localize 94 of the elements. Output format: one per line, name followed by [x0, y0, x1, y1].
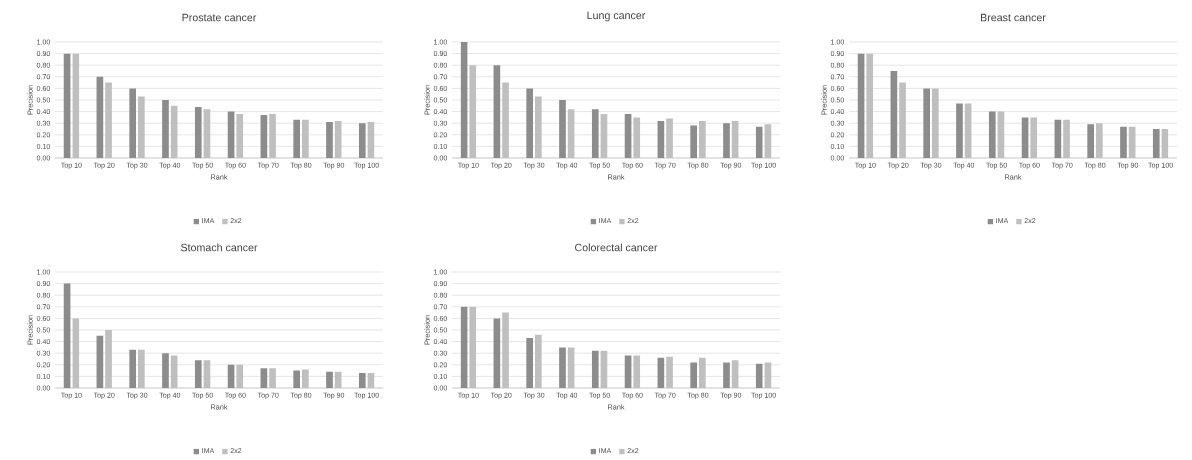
bar	[932, 88, 939, 158]
bar	[302, 119, 309, 158]
bar	[1063, 119, 1070, 158]
bar	[690, 125, 698, 158]
bar	[469, 306, 477, 388]
bar	[764, 362, 772, 388]
bar	[559, 99, 566, 158]
bar	[899, 82, 906, 158]
bar	[293, 370, 301, 388]
bar	[326, 371, 333, 388]
bar	[96, 76, 104, 158]
bar	[1120, 126, 1127, 158]
bar	[72, 318, 80, 388]
bar	[129, 88, 137, 158]
bar	[600, 113, 608, 158]
bar	[358, 372, 366, 388]
bar	[194, 359, 202, 388]
bar	[624, 113, 632, 158]
chart-title: Lung cancer	[587, 11, 646, 22]
bar	[138, 349, 145, 388]
bar	[138, 96, 145, 158]
bar	[666, 356, 673, 388]
bar	[866, 53, 874, 158]
bar	[96, 335, 104, 388]
bar	[591, 350, 599, 388]
bar	[723, 123, 730, 158]
bar	[657, 357, 665, 388]
bar	[526, 337, 534, 388]
bar	[690, 362, 698, 388]
chart-title: Stomach cancer	[180, 243, 258, 252]
bar	[72, 53, 80, 158]
bar	[559, 347, 566, 388]
bar	[162, 99, 169, 158]
chart-title: Colorectal cancer	[575, 243, 658, 252]
bar	[731, 359, 739, 388]
bar	[358, 123, 366, 158]
bar	[63, 53, 71, 158]
bar	[657, 120, 665, 158]
bar	[162, 353, 169, 388]
bar	[493, 318, 501, 388]
bar	[699, 120, 706, 158]
bar	[493, 65, 501, 158]
bar	[302, 369, 309, 388]
bar	[526, 88, 534, 158]
bar	[988, 111, 996, 158]
bar	[203, 359, 211, 388]
bar	[260, 114, 268, 158]
bar	[1161, 128, 1169, 158]
bar	[699, 357, 706, 388]
bar	[633, 117, 641, 158]
bar	[535, 334, 542, 388]
bar	[890, 70, 898, 158]
bar	[326, 121, 333, 158]
bar	[502, 82, 509, 158]
bar	[469, 65, 477, 158]
bar	[591, 109, 599, 158]
bar	[567, 347, 575, 388]
bar	[367, 121, 375, 158]
bar	[923, 88, 930, 158]
bar	[764, 124, 772, 158]
bar	[567, 109, 575, 158]
bar	[236, 113, 244, 158]
bar	[1030, 117, 1038, 158]
bar	[956, 103, 963, 158]
bar	[460, 306, 468, 388]
bar	[129, 349, 137, 388]
bar	[269, 113, 276, 158]
bar	[293, 119, 301, 158]
bar	[203, 109, 211, 158]
bar	[260, 368, 268, 388]
bar	[600, 350, 608, 388]
bar	[170, 105, 178, 158]
bar	[666, 118, 673, 158]
chart-title: Prostate cancer	[182, 13, 257, 22]
bar	[105, 329, 112, 388]
bar	[502, 312, 509, 388]
bar	[633, 355, 641, 388]
bar	[63, 283, 71, 388]
bar	[723, 362, 730, 388]
bar	[105, 82, 112, 158]
bar	[194, 106, 202, 158]
bar	[460, 41, 468, 158]
bar	[334, 120, 342, 158]
bar	[964, 103, 972, 158]
bar	[535, 96, 542, 158]
bar	[1096, 123, 1103, 158]
bar	[1152, 128, 1160, 158]
bar	[1021, 117, 1029, 158]
bar	[236, 364, 244, 388]
bar	[269, 368, 276, 388]
bar	[857, 53, 865, 158]
bar	[731, 120, 739, 158]
chart-title: Breast cancer	[980, 13, 1046, 22]
bar	[1087, 124, 1094, 158]
